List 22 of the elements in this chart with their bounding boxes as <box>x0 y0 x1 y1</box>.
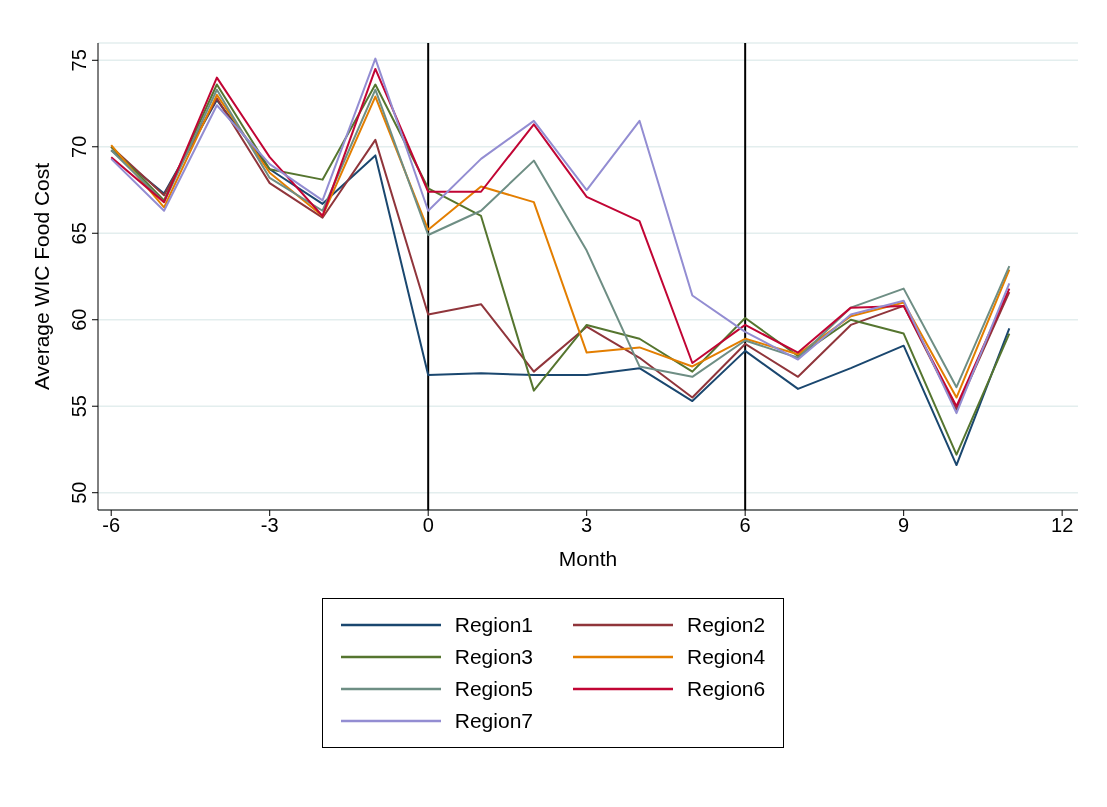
y-tick-label: 60 <box>68 308 90 331</box>
y-axis-title: Average WIC Food Cost <box>30 162 54 391</box>
x-tick-label: 3 <box>581 514 593 537</box>
x-tick-label: -3 <box>260 514 279 537</box>
x-tick-label: 9 <box>898 514 910 537</box>
y-tick-label: 65 <box>68 222 90 245</box>
legend-label: Region6 <box>687 677 766 701</box>
y-tick-label: 55 <box>68 395 90 418</box>
legend-label: Region1 <box>454 613 533 637</box>
legend-label: Region2 <box>687 613 766 637</box>
legend-label: Region7 <box>454 709 533 733</box>
x-axis-title: Month <box>558 547 618 570</box>
x-tick-label: 6 <box>739 514 751 537</box>
legend-label: Region3 <box>454 645 533 669</box>
y-tick-label: 50 <box>68 481 90 504</box>
x-tick-label: 0 <box>422 514 434 537</box>
y-tick-label: 70 <box>68 135 90 158</box>
x-tick-label: 12 <box>1051 514 1074 537</box>
y-tick-label: 75 <box>68 49 90 72</box>
legend-label: Region4 <box>687 645 766 669</box>
legend-label: Region5 <box>454 677 533 701</box>
x-tick-label: -6 <box>102 514 121 537</box>
